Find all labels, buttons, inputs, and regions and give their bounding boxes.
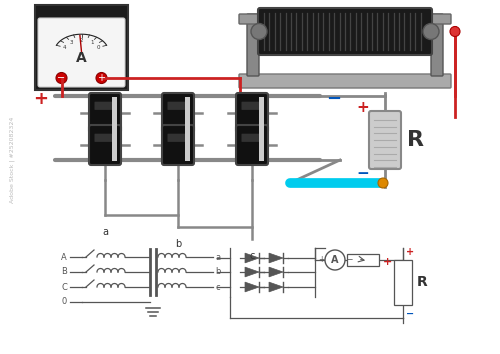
Text: 1: 1	[90, 40, 94, 45]
Circle shape	[378, 178, 388, 188]
Text: +: +	[356, 99, 370, 114]
FancyBboxPatch shape	[239, 74, 451, 88]
Text: Adobe Stock | #252082324: Adobe Stock | #252082324	[9, 117, 15, 203]
FancyBboxPatch shape	[185, 97, 190, 129]
FancyBboxPatch shape	[239, 14, 451, 24]
FancyBboxPatch shape	[258, 8, 432, 55]
Text: +: +	[406, 247, 414, 257]
Text: A: A	[331, 255, 339, 265]
Text: 0: 0	[96, 45, 100, 50]
FancyBboxPatch shape	[35, 5, 128, 90]
FancyBboxPatch shape	[112, 129, 117, 161]
FancyBboxPatch shape	[242, 102, 262, 110]
Text: A: A	[76, 51, 87, 65]
Text: −: −	[346, 256, 352, 264]
Text: A: A	[61, 252, 67, 262]
FancyBboxPatch shape	[259, 129, 264, 161]
Text: −: −	[356, 166, 370, 181]
Text: 0: 0	[62, 297, 66, 307]
Polygon shape	[269, 267, 283, 277]
Text: c: c	[250, 251, 254, 261]
FancyBboxPatch shape	[236, 125, 268, 165]
Text: +: +	[34, 90, 48, 108]
Text: c: c	[215, 282, 220, 291]
Circle shape	[56, 73, 67, 84]
FancyBboxPatch shape	[347, 254, 379, 266]
Text: −: −	[58, 73, 66, 83]
Circle shape	[450, 27, 460, 36]
Text: 4: 4	[63, 45, 66, 50]
Text: +: +	[383, 257, 392, 267]
FancyBboxPatch shape	[369, 111, 401, 169]
FancyBboxPatch shape	[394, 260, 412, 305]
Text: −: −	[326, 90, 342, 108]
Text: b: b	[215, 268, 220, 276]
Text: R: R	[407, 130, 424, 150]
Polygon shape	[269, 253, 283, 263]
Polygon shape	[269, 282, 283, 292]
Circle shape	[251, 23, 267, 40]
Polygon shape	[245, 282, 259, 292]
FancyBboxPatch shape	[236, 93, 268, 133]
Text: −: −	[406, 309, 414, 319]
FancyBboxPatch shape	[259, 97, 264, 129]
Text: +: +	[318, 256, 324, 264]
FancyBboxPatch shape	[94, 102, 116, 110]
Circle shape	[325, 250, 345, 270]
FancyBboxPatch shape	[185, 129, 190, 161]
FancyBboxPatch shape	[89, 93, 121, 133]
Text: a: a	[102, 227, 108, 237]
Text: a: a	[215, 252, 220, 262]
FancyBboxPatch shape	[247, 14, 259, 76]
Text: B: B	[61, 268, 67, 276]
Polygon shape	[245, 267, 259, 277]
Text: 2: 2	[80, 38, 83, 42]
Text: b: b	[175, 239, 181, 249]
Polygon shape	[245, 253, 259, 263]
FancyBboxPatch shape	[431, 14, 443, 76]
FancyBboxPatch shape	[168, 102, 188, 110]
FancyBboxPatch shape	[89, 125, 121, 165]
Text: C: C	[61, 282, 67, 291]
FancyBboxPatch shape	[162, 93, 194, 133]
FancyBboxPatch shape	[112, 97, 117, 129]
Text: 3: 3	[70, 40, 73, 45]
FancyBboxPatch shape	[94, 134, 116, 142]
Circle shape	[96, 73, 107, 84]
Circle shape	[423, 23, 439, 40]
FancyBboxPatch shape	[168, 134, 188, 142]
Text: R: R	[417, 275, 428, 290]
FancyBboxPatch shape	[242, 134, 262, 142]
Text: +: +	[98, 73, 106, 83]
FancyBboxPatch shape	[38, 18, 125, 87]
FancyBboxPatch shape	[162, 125, 194, 165]
